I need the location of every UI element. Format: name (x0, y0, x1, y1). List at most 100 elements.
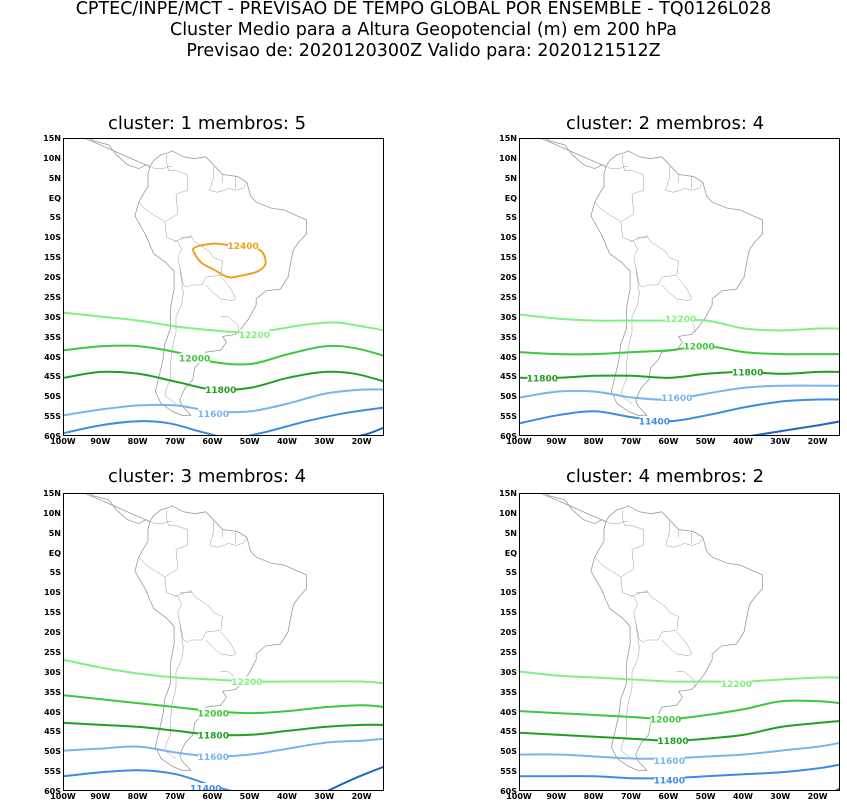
contour-label: 12000 (179, 355, 210, 365)
contour-label: 11600 (198, 410, 229, 420)
lat-tick-label: 35S (500, 687, 517, 697)
lat-tick-label: 35S (44, 687, 61, 697)
contour-label-bg (650, 713, 681, 724)
contour-label-bg (198, 729, 229, 740)
lat-tick-label: 45S (44, 372, 61, 382)
header-line-3: Previsao de: 2020120300Z Valido para: 20… (186, 41, 661, 61)
contour-label-bg (639, 416, 670, 427)
lat-tick-label: 35S (500, 332, 517, 342)
lat-tick-label: 55S (500, 767, 517, 777)
contour-label: 11400 (654, 777, 685, 787)
country-border (164, 549, 223, 643)
panel-title: cluster: 4 membros: 2 (566, 466, 765, 487)
country-border (205, 631, 237, 657)
contour-label-bg (198, 751, 229, 762)
lon-tick-label: 60W (658, 437, 679, 446)
lat-tick-label: 10N (499, 508, 517, 518)
country-border (149, 166, 173, 169)
lon-tick-label: 50W (695, 437, 716, 446)
lat-tick-label: 60S (44, 432, 61, 441)
lat-tick-label: 25S (44, 647, 61, 657)
lon-tick-label: 20W (807, 437, 828, 446)
contour-11200 (359, 426, 383, 435)
country-border (622, 509, 644, 550)
lat-tick-label: 55S (44, 412, 61, 422)
contour-label-bg (665, 313, 696, 324)
lat-tick-label: 15N (499, 489, 517, 498)
map-panel: 12200 12000 11800 11800 11600 11400 (519, 138, 840, 436)
contour-label-bg (721, 678, 752, 689)
lon-tick-label: 100W (506, 792, 532, 801)
lat-tick-label: 15N (499, 134, 517, 143)
lat-tick-label: 30S (500, 667, 517, 677)
country-border (164, 622, 184, 759)
contour-label-bg (654, 755, 685, 766)
lat-tick-label: 10S (44, 588, 61, 598)
country-border (138, 202, 165, 223)
contour-label-bg (661, 392, 692, 403)
lon-tick-label: 80W (127, 437, 148, 446)
lat-tick-label: 5S (49, 568, 61, 578)
continent-outline (85, 139, 307, 416)
contour-label-bg (198, 408, 229, 419)
lon-tick-label: 70W (164, 792, 185, 801)
lon-tick-label: 100W (506, 437, 532, 446)
lat-tick-label: 5N (48, 173, 61, 183)
lat-tick-label: 60S (44, 787, 61, 796)
contour-11600 (64, 388, 383, 417)
country-border (179, 590, 192, 593)
contour-label: 11800 (527, 374, 558, 384)
country-border (164, 194, 223, 288)
lon-tick-label: 70W (620, 792, 641, 801)
contour-label: 11600 (654, 757, 685, 767)
lon-tick-label: 100W (50, 792, 76, 801)
country-border (635, 590, 648, 593)
contour-label: 12400 (228, 242, 259, 252)
lon-tick-label: 90W (546, 437, 567, 446)
lat-tick-label: 5N (504, 528, 517, 538)
lat-tick-label: 55S (500, 412, 517, 422)
country-border (622, 154, 644, 195)
country-border (164, 267, 184, 404)
contour-label-bg (231, 676, 262, 687)
lon-tick-label: 40W (276, 792, 297, 801)
contour-11800 (520, 370, 839, 379)
panel-title: cluster: 1 membros: 5 (108, 113, 307, 134)
contour-11600 (64, 737, 383, 758)
lat-tick-label: 35S (44, 332, 61, 342)
lat-tick-label: 20S (44, 273, 61, 283)
country-border (209, 521, 248, 548)
lat-tick-label: 20S (500, 628, 517, 638)
contour-label: 12200 (721, 680, 752, 690)
lat-tick-label: 40S (500, 352, 517, 362)
lon-tick-label: 20W (807, 792, 828, 801)
contour-label-bg (527, 372, 558, 383)
contour-11400 (520, 398, 839, 425)
contour-label: 12000 (684, 343, 715, 353)
contour-12200 (520, 670, 839, 683)
contour-label-bg (654, 775, 685, 786)
country-border (220, 316, 240, 333)
contour-label: 12200 (665, 315, 696, 325)
country-border (620, 267, 640, 404)
lat-tick-label: 30S (44, 312, 61, 322)
country-border (676, 671, 696, 688)
contour-label-bg (205, 384, 236, 395)
contour-label-bg (684, 341, 715, 352)
lat-tick-label: 60S (500, 432, 517, 441)
country-border (665, 166, 704, 193)
lat-tick-label: 20S (44, 628, 61, 638)
lon-tick-label: 60W (202, 792, 223, 801)
lat-tick-label: 15S (500, 608, 517, 618)
lon-tick-label: 50W (695, 792, 716, 801)
continent-outline (85, 494, 307, 771)
lon-tick-label: 40W (276, 437, 297, 446)
contour-11400 (520, 763, 839, 780)
lon-tick-label: 30W (314, 437, 335, 446)
map-panel: 12400 12200 12000 11800 11600 (63, 138, 384, 436)
country-border (166, 509, 188, 550)
map-panel: 12200 12000 11800 11600 11400 (519, 493, 840, 791)
lat-tick-label: EQ (504, 193, 517, 203)
lon-tick-label: 90W (90, 792, 111, 801)
country-border (665, 521, 704, 548)
